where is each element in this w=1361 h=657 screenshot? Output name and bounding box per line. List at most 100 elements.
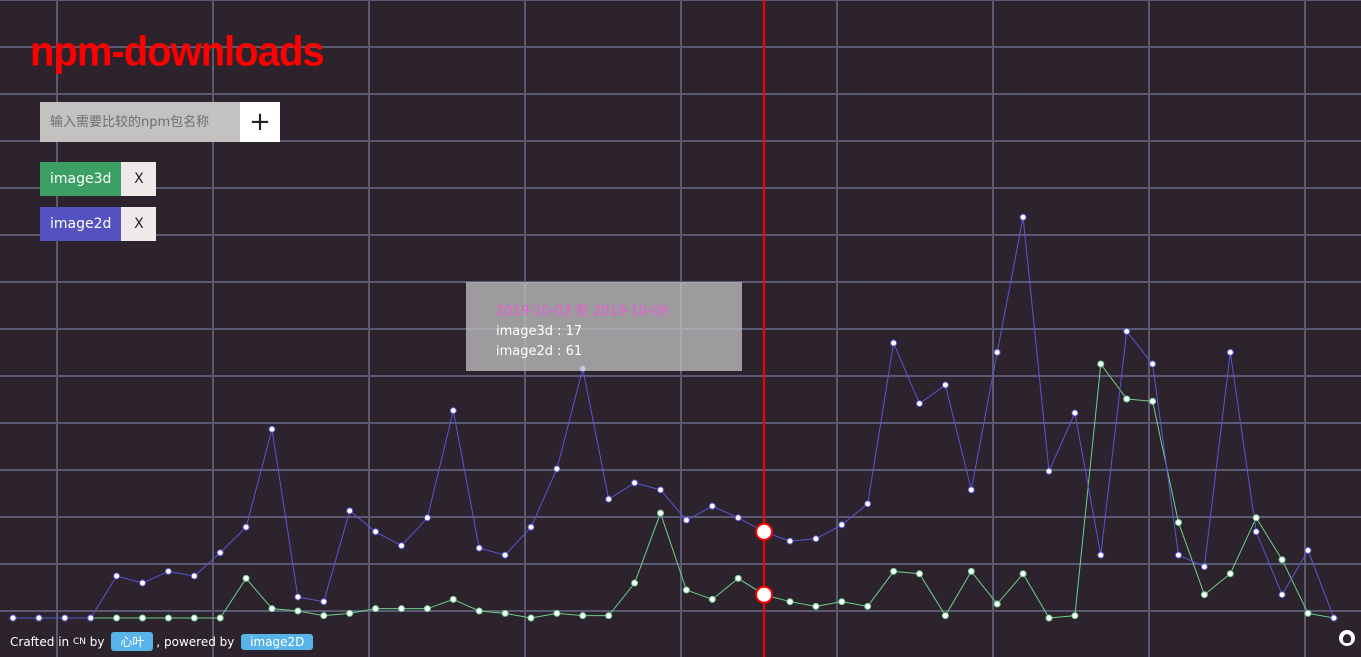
data-point-image2d[interactable] bbox=[1071, 409, 1079, 417]
data-point-image2d[interactable] bbox=[1097, 551, 1105, 559]
data-point-image3d[interactable] bbox=[423, 605, 431, 613]
data-point-image2d[interactable] bbox=[1252, 528, 1260, 536]
data-point-image2d[interactable] bbox=[631, 479, 639, 487]
data-point-image3d[interactable] bbox=[553, 609, 561, 617]
data-point-image2d[interactable] bbox=[1304, 546, 1312, 554]
data-point-image3d[interactable] bbox=[320, 612, 328, 620]
data-point-image3d[interactable] bbox=[864, 602, 872, 610]
data-point-image2d[interactable] bbox=[734, 514, 742, 522]
data-point-image3d[interactable] bbox=[372, 605, 380, 613]
data-point-image3d[interactable] bbox=[294, 607, 302, 615]
data-point-image2d[interactable] bbox=[320, 598, 328, 606]
remove-package-button[interactable]: X bbox=[121, 207, 157, 241]
data-point-image3d[interactable] bbox=[268, 605, 276, 613]
data-point-image3d[interactable] bbox=[890, 567, 898, 575]
data-point-image3d[interactable] bbox=[113, 614, 121, 622]
data-point-image3d[interactable] bbox=[1045, 614, 1053, 622]
data-point-image2d[interactable] bbox=[864, 500, 872, 508]
github-icon[interactable] bbox=[1339, 630, 1355, 646]
data-point-image3d[interactable] bbox=[1149, 397, 1157, 405]
data-point-image3d[interactable] bbox=[164, 614, 172, 622]
data-point-image3d[interactable] bbox=[579, 612, 587, 620]
data-point-image2d[interactable] bbox=[1149, 360, 1157, 368]
package-search-input[interactable] bbox=[40, 102, 240, 142]
library-link[interactable]: image2D bbox=[241, 633, 314, 650]
data-point-image2d[interactable] bbox=[164, 567, 172, 575]
data-point-image3d[interactable] bbox=[475, 607, 483, 615]
data-point-image2d[interactable] bbox=[1019, 213, 1027, 221]
data-point-image3d[interactable] bbox=[1200, 591, 1208, 599]
data-point-image3d[interactable] bbox=[967, 567, 975, 575]
data-point-image3d[interactable] bbox=[190, 614, 198, 622]
data-point-image3d[interactable] bbox=[449, 595, 457, 603]
data-point-image2d[interactable] bbox=[61, 614, 69, 622]
data-point-image2d[interactable] bbox=[475, 544, 483, 552]
data-point-image3d[interactable] bbox=[786, 598, 794, 606]
data-point-image3d[interactable] bbox=[605, 612, 613, 620]
data-point-image2d[interactable] bbox=[812, 535, 820, 543]
data-point-image2d[interactable] bbox=[1278, 591, 1286, 599]
data-point-image3d[interactable] bbox=[1097, 360, 1105, 368]
data-point-image2d[interactable] bbox=[268, 425, 276, 433]
add-package-button[interactable]: + bbox=[240, 102, 280, 142]
data-point-image3d[interactable] bbox=[734, 574, 742, 582]
data-point-image2d[interactable] bbox=[527, 523, 535, 531]
data-point-image2d[interactable] bbox=[1175, 551, 1182, 559]
data-point-image2d[interactable] bbox=[967, 486, 975, 494]
data-point-image3d[interactable] bbox=[682, 586, 690, 594]
data-point-image2d[interactable] bbox=[916, 400, 923, 408]
data-point-image2d[interactable] bbox=[993, 348, 1001, 356]
data-point-image3d[interactable] bbox=[1252, 514, 1260, 522]
data-point-image2d[interactable] bbox=[682, 516, 690, 524]
data-point-image3d[interactable] bbox=[1304, 609, 1312, 617]
data-point-image2d[interactable] bbox=[1226, 348, 1234, 356]
data-point-image3d[interactable] bbox=[812, 602, 820, 610]
data-point-image2d[interactable] bbox=[398, 542, 405, 550]
data-point-image2d[interactable] bbox=[423, 514, 431, 522]
data-point-image2d[interactable] bbox=[35, 614, 43, 622]
data-point-image2d[interactable] bbox=[501, 551, 509, 559]
data-point-image2d[interactable] bbox=[708, 502, 716, 510]
data-point-image2d[interactable] bbox=[657, 486, 664, 494]
data-point-image2d[interactable] bbox=[346, 507, 354, 515]
data-point-image2d[interactable] bbox=[294, 593, 302, 601]
data-point-image3d[interactable] bbox=[139, 614, 146, 622]
data-point-image3d[interactable] bbox=[838, 598, 846, 606]
data-point-image2d[interactable] bbox=[87, 614, 95, 622]
data-point-image2d[interactable] bbox=[1045, 467, 1053, 475]
data-point-image2d[interactable] bbox=[139, 579, 146, 587]
data-point-image2d[interactable] bbox=[941, 381, 949, 389]
data-point-image3d[interactable] bbox=[398, 605, 405, 613]
data-point-image2d[interactable] bbox=[786, 537, 794, 545]
data-point-image2d[interactable] bbox=[838, 521, 846, 529]
data-point-image2d[interactable] bbox=[1200, 563, 1208, 571]
data-point-image2d[interactable] bbox=[216, 549, 224, 557]
data-point-image3d[interactable] bbox=[657, 509, 664, 517]
data-point-image2d[interactable] bbox=[9, 614, 17, 622]
data-point-image2d[interactable] bbox=[190, 572, 198, 580]
data-point-image2d[interactable] bbox=[372, 528, 380, 536]
data-point-image3d[interactable] bbox=[916, 570, 923, 578]
data-point-image3d[interactable] bbox=[941, 612, 949, 620]
data-point-image3d[interactable] bbox=[1278, 556, 1286, 564]
data-point-image2d[interactable] bbox=[449, 407, 457, 415]
data-point-image3d[interactable] bbox=[993, 600, 1001, 608]
data-point-image3d[interactable] bbox=[527, 614, 535, 622]
data-point-image2d[interactable] bbox=[113, 572, 121, 580]
data-point-image3d[interactable] bbox=[242, 574, 250, 582]
author-link[interactable]: 心叶 bbox=[111, 632, 154, 651]
data-point-image2d[interactable] bbox=[553, 465, 561, 473]
data-point-image3d[interactable] bbox=[631, 579, 639, 587]
data-point-image3d[interactable] bbox=[1226, 570, 1234, 578]
data-point-image2d[interactable] bbox=[242, 523, 250, 531]
data-point-image3d[interactable] bbox=[1071, 612, 1079, 620]
data-point-image3d[interactable] bbox=[708, 595, 716, 603]
data-point-image3d[interactable] bbox=[501, 609, 509, 617]
data-point-image2d[interactable] bbox=[890, 339, 898, 347]
data-point-image2d[interactable] bbox=[1330, 614, 1338, 622]
data-point-image3d[interactable] bbox=[1019, 570, 1027, 578]
remove-package-button[interactable]: X bbox=[121, 162, 157, 196]
data-point-image3d[interactable] bbox=[1175, 518, 1182, 526]
data-point-image2d[interactable] bbox=[605, 495, 613, 503]
data-point-image3d[interactable] bbox=[1123, 395, 1131, 403]
